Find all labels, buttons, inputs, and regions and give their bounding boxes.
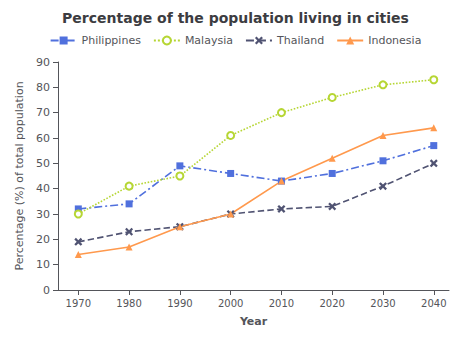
svg-text:20: 20 [36,233,50,246]
svg-text:Percentage of the population l: Percentage of the population living in c… [62,10,409,26]
svg-text:1970: 1970 [66,298,91,309]
svg-text:0: 0 [43,284,50,297]
svg-text:60: 60 [36,132,50,145]
svg-text:Percentage (%) of total popula: Percentage (%) of total population [13,81,26,270]
svg-text:2040: 2040 [421,298,446,309]
svg-text:30: 30 [36,208,50,221]
svg-text:50: 50 [36,157,50,170]
svg-text:70: 70 [36,106,50,119]
svg-text:Philippines: Philippines [82,34,142,47]
svg-text:2000: 2000 [218,298,243,309]
svg-text:90: 90 [36,56,50,69]
svg-text:2010: 2010 [269,298,294,309]
svg-text:2020: 2020 [319,298,344,309]
svg-text:40: 40 [36,182,50,195]
svg-text:1980: 1980 [116,298,141,309]
svg-text:10: 10 [36,258,50,271]
svg-text:80: 80 [36,81,50,94]
svg-text:1990: 1990 [167,298,192,309]
svg-text:Year: Year [239,315,268,328]
svg-text:2030: 2030 [370,298,395,309]
svg-text:Thailand: Thailand [276,34,324,47]
svg-text:Malaysia: Malaysia [185,34,233,47]
svg-text:Indonesia: Indonesia [368,34,421,47]
